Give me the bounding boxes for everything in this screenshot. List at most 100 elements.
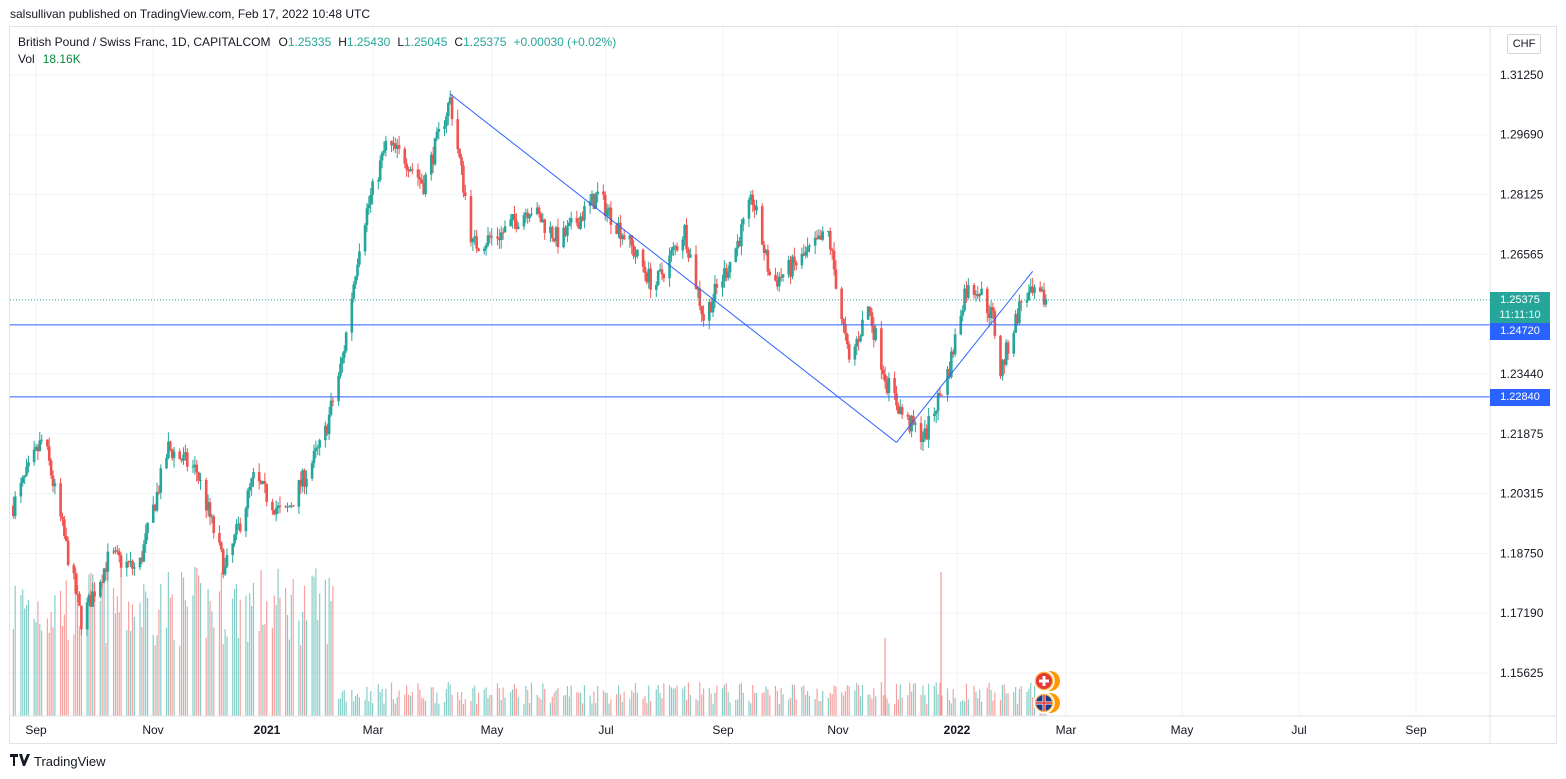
volume-bar — [712, 703, 714, 716]
volume-bar — [224, 629, 226, 716]
volume-bar — [59, 590, 62, 716]
candle-body — [779, 276, 783, 278]
candle-body — [579, 216, 582, 229]
volume-bar — [487, 697, 489, 716]
candle-body — [643, 266, 647, 274]
volume-bar — [761, 693, 763, 716]
candle-body — [184, 452, 187, 455]
candle-body — [938, 393, 942, 395]
candle-body — [577, 222, 581, 229]
volume-bar — [962, 700, 964, 716]
candle-body — [675, 246, 679, 251]
candle-body — [429, 154, 433, 175]
candle-body — [840, 288, 843, 320]
volume-bar — [674, 687, 676, 716]
candle-body — [25, 466, 28, 476]
volume-bar — [129, 631, 132, 716]
candle-body — [1016, 314, 1019, 324]
volume-bar — [198, 575, 200, 716]
candle-body — [395, 145, 399, 149]
volume-bar — [708, 687, 710, 716]
drawings[interactable] — [10, 93, 1490, 714]
candle-body — [76, 593, 79, 595]
candle-body — [221, 549, 225, 575]
candle-body — [278, 505, 282, 507]
candle-body — [397, 145, 401, 149]
candle-body — [923, 428, 927, 439]
candle-body — [498, 238, 501, 241]
candle-body — [420, 179, 424, 184]
candle-body — [74, 573, 78, 594]
candle-body — [390, 140, 393, 146]
candle-body — [407, 169, 410, 172]
chart-frame[interactable] — [9, 26, 1557, 744]
candle-body — [450, 97, 454, 120]
candle-body — [764, 250, 768, 253]
candle-body — [550, 226, 554, 239]
currency-button[interactable]: CHF — [1507, 34, 1541, 54]
candle-body — [365, 208, 369, 226]
volume-bar — [871, 698, 873, 716]
candle-body — [263, 481, 267, 484]
volume-value: 18.16K — [42, 52, 81, 66]
volume-bar — [833, 685, 835, 716]
volume-bar — [576, 692, 578, 716]
volume-bar — [795, 699, 797, 716]
volume-bar — [714, 692, 716, 716]
candle-body — [87, 594, 91, 603]
countdown-value: 11:11:10 — [1499, 309, 1541, 321]
volume-bar — [858, 684, 860, 716]
candle-body — [672, 246, 675, 251]
volume-bar — [311, 575, 313, 716]
candle-body — [569, 218, 573, 223]
candle-body — [21, 477, 25, 483]
volume-bar — [738, 684, 741, 716]
candle-body — [116, 550, 119, 552]
volume-bar — [443, 702, 446, 716]
volume-bar — [729, 702, 731, 716]
candle-body — [380, 152, 384, 161]
candle-body — [1033, 287, 1036, 293]
volume-bar — [317, 620, 319, 716]
low-label: L — [397, 35, 404, 49]
volume-bar — [451, 694, 453, 716]
candle-body — [446, 103, 450, 117]
volume-bar — [491, 695, 493, 716]
candle-body — [63, 519, 66, 536]
swiss-flag-icon — [1033, 670, 1060, 692]
candle-body — [516, 226, 520, 229]
candle-body — [946, 369, 949, 395]
volume-bar — [948, 700, 951, 716]
candle-body — [418, 177, 422, 180]
volume-bar — [355, 695, 357, 716]
volume-bar — [12, 629, 14, 716]
y-tick-label: 1.29690 — [1500, 128, 1544, 142]
candle-body — [1014, 314, 1017, 333]
volume-bar — [476, 703, 478, 716]
candle-body — [117, 551, 121, 556]
candle-body — [225, 555, 229, 567]
volume-bar — [778, 703, 780, 716]
volume-bar — [631, 690, 633, 716]
candle-body — [728, 261, 732, 273]
volume-bar — [279, 597, 281, 716]
volume-bar — [801, 686, 803, 716]
candle-body — [435, 131, 439, 139]
volume-bar — [926, 703, 928, 716]
candle-body — [898, 407, 902, 414]
volume-bar — [385, 688, 387, 716]
candle-body — [193, 464, 197, 467]
volume-bar — [364, 699, 366, 716]
volume-bar — [570, 685, 572, 716]
volume-bar — [133, 617, 135, 716]
volume-bar — [1020, 686, 1022, 716]
volume-bar — [24, 608, 26, 716]
volume-bar — [536, 694, 538, 716]
tradingview-logo[interactable]: TradingView — [10, 754, 106, 769]
candle-body — [819, 235, 823, 240]
candle-body — [462, 165, 465, 193]
candle-body — [927, 415, 930, 440]
candle-body — [628, 235, 632, 240]
volume-bar — [793, 684, 795, 716]
